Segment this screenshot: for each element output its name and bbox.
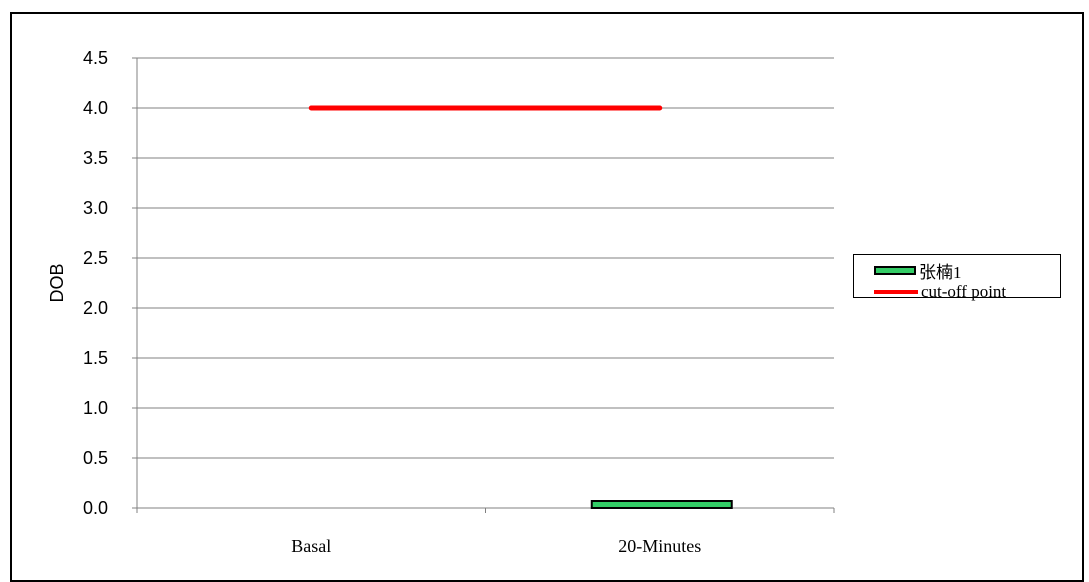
x-category-label: 20-Minutes	[618, 536, 701, 556]
y-tick-label: 0.0	[83, 498, 108, 518]
y-tick-label: 1.0	[83, 398, 108, 418]
legend-label-cutoff: cut-off point	[921, 282, 1007, 301]
y-tick-label: 2.0	[83, 298, 108, 318]
legend-swatch-line	[874, 290, 918, 294]
y-tick-labels: 0.0 0.5 1.0 1.5 2.0 2.5 3.0 3.5 4.0 4.5	[83, 48, 108, 518]
legend-swatch-bar	[874, 265, 916, 275]
y-tick-label: 4.5	[83, 48, 108, 68]
legend-item-cutoff: cut-off point	[874, 281, 1054, 303]
y-tick-label: 4.0	[83, 98, 108, 118]
bar	[590, 500, 733, 509]
y-tick-label: 0.5	[83, 448, 108, 468]
y-tick-label: 1.5	[83, 348, 108, 368]
y-tick-label: 3.0	[83, 198, 108, 218]
y-tick-label: 3.5	[83, 148, 108, 168]
legend-label-bar-series: 张楠1	[919, 262, 962, 282]
axes	[132, 57, 835, 513]
y-axis-title: DOB	[47, 263, 67, 302]
legend-item-bar-series: 张楠1	[874, 259, 1054, 282]
x-category-label: Basal	[291, 536, 331, 556]
gridlines	[137, 57, 834, 459]
x-tick-labels: Basal 20-Minutes	[291, 536, 701, 556]
legend: 张楠1 cut-off point	[853, 254, 1061, 301]
bar-series	[590, 500, 733, 509]
y-tick-label: 2.5	[83, 248, 108, 268]
